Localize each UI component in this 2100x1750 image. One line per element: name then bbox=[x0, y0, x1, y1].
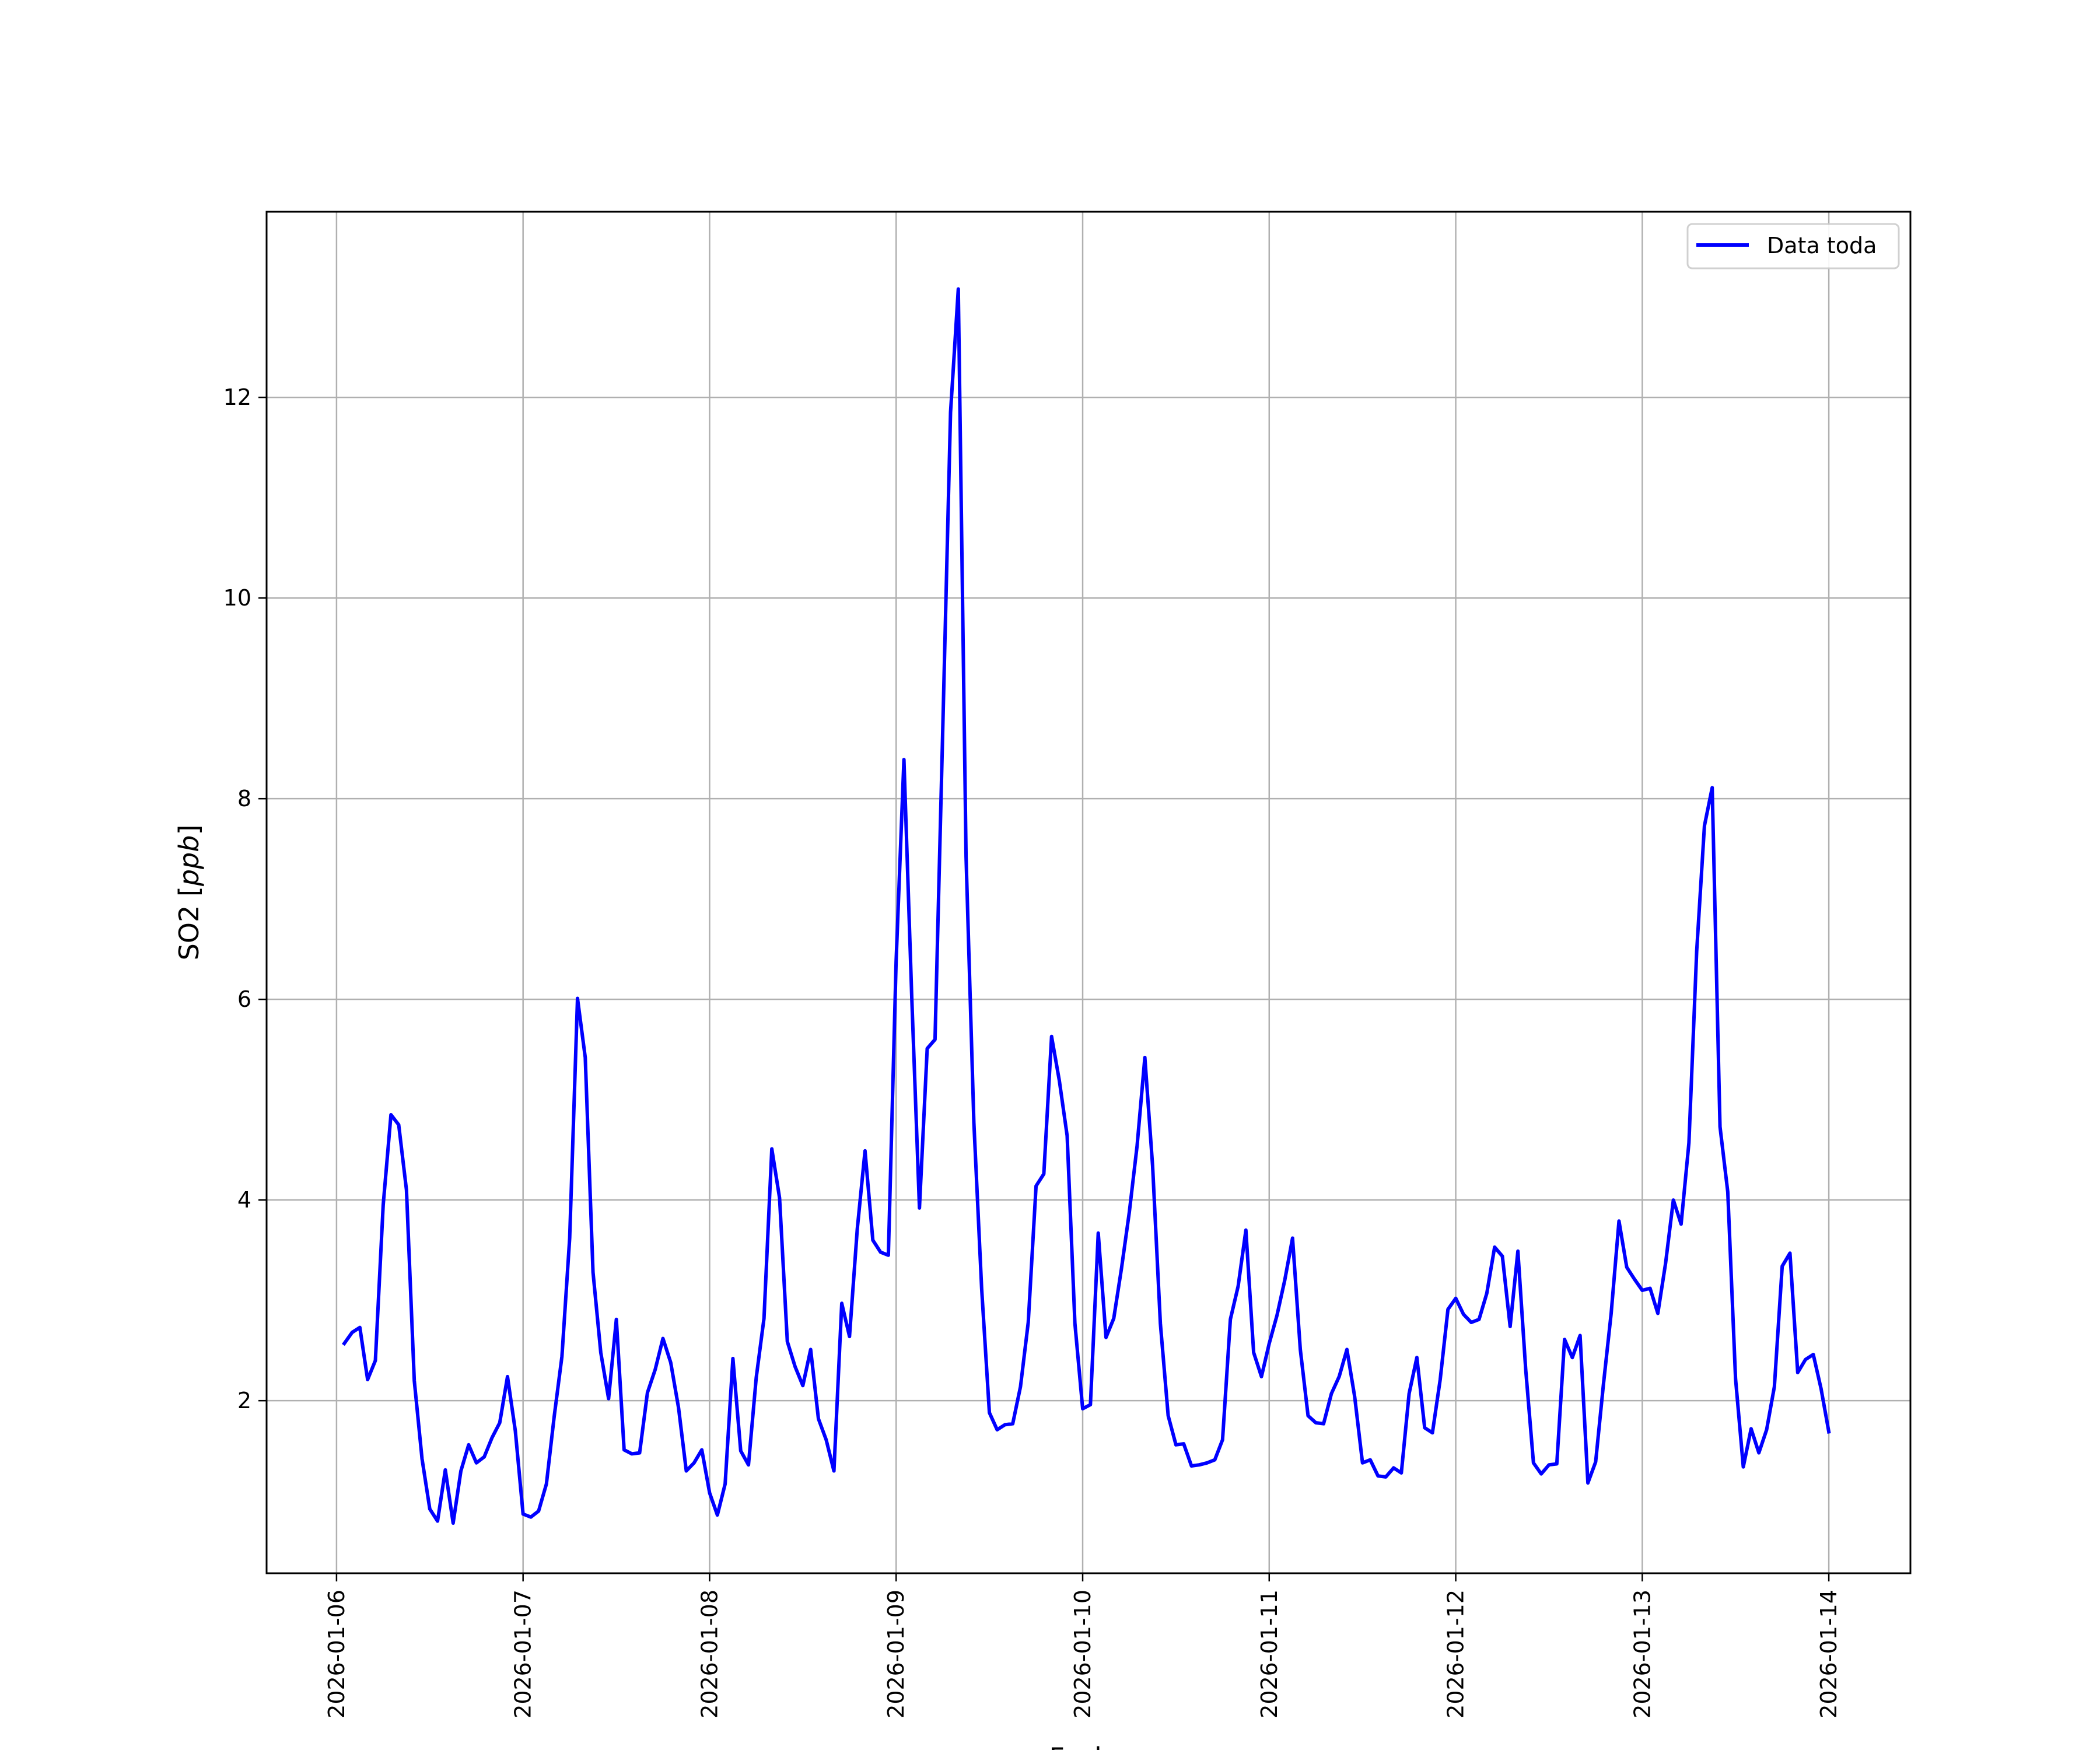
x-tick-label: 2026-01-08 bbox=[696, 1590, 722, 1718]
grid-lines bbox=[267, 212, 1910, 1573]
series-layer bbox=[342, 287, 1831, 1525]
y-axis-unit: ppb bbox=[173, 835, 205, 887]
legend: Data toda bbox=[1686, 223, 1900, 270]
x-axis-ticks: 2026-01-06 2026-01-07 2026-01-08 2026-01-09… bbox=[324, 1573, 1842, 1718]
x-tick-label: 2026-01-07 bbox=[510, 1590, 536, 1718]
x-tick-label: 2026-01-06 bbox=[324, 1590, 349, 1718]
y-tick-label: 2 bbox=[237, 1388, 251, 1413]
plot-frame bbox=[265, 211, 1912, 1574]
y-tick-label: 8 bbox=[237, 786, 251, 811]
y-tick-label: 4 bbox=[237, 1187, 251, 1213]
y-tick-label: 6 bbox=[237, 986, 251, 1012]
x-tick-label: 2026-01-14 bbox=[1816, 1590, 1842, 1718]
y-axis-ticks: 2 4 6 8 10 12 bbox=[223, 384, 267, 1413]
y-axis-label: SO2 [ppb] bbox=[173, 825, 205, 961]
x-tick-label: 2026-01-13 bbox=[1629, 1590, 1655, 1718]
x-tick-label: 2026-01-10 bbox=[1070, 1590, 1096, 1718]
x-tick-label: 2026-01-12 bbox=[1443, 1590, 1469, 1718]
legend-box bbox=[1686, 223, 1900, 270]
legend-label-data-toda: Data toda bbox=[1767, 233, 1877, 258]
x-tick-label: 2026-01-09 bbox=[883, 1590, 909, 1718]
series-line-data-toda bbox=[342, 287, 1831, 1525]
y-tick-label: 10 bbox=[223, 585, 251, 611]
x-tick-label: 2026-01-11 bbox=[1256, 1590, 1282, 1718]
x-axis-label: Fecha bbox=[1049, 1742, 1128, 1750]
y-tick-label: 12 bbox=[223, 384, 251, 410]
